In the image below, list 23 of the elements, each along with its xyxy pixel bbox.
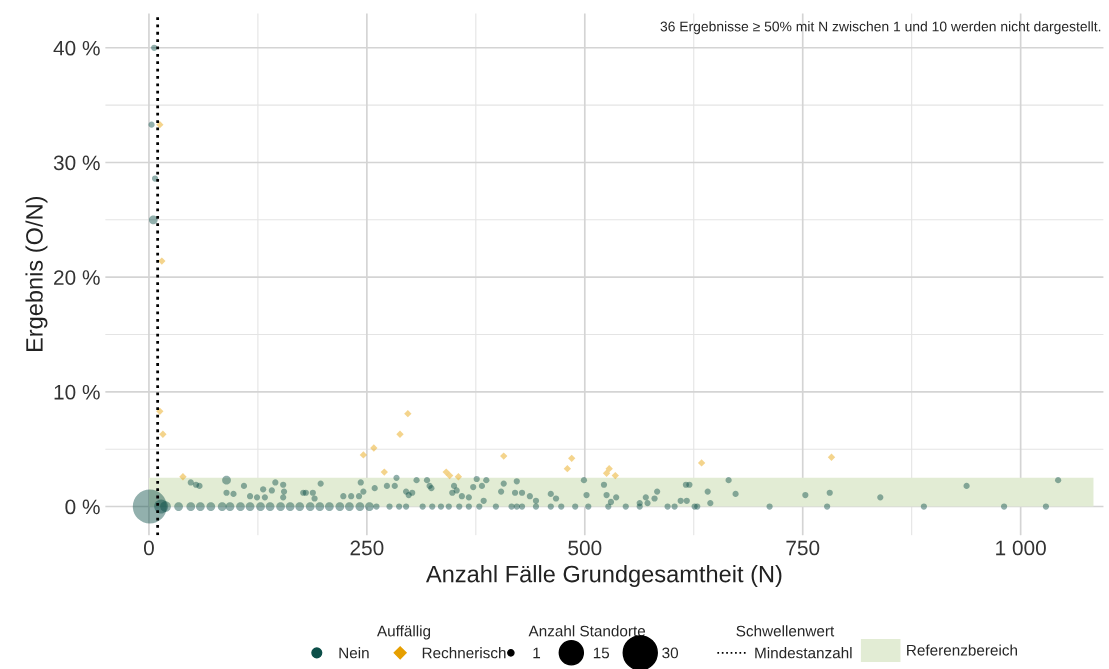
- legend-label: 1: [533, 647, 541, 659]
- text: Anzahl Standorte: [528, 625, 646, 637]
- y-tick-label: 10 %: [54, 384, 100, 400]
- text: Schwellenwert: [736, 625, 835, 637]
- legend-label: 15: [593, 647, 610, 659]
- x-axis-title: Anzahl Fälle Grundgesamtheit (N): [425, 565, 782, 588]
- legend-title: Auffällig: [376, 625, 431, 640]
- x-tick-label: 0: [143, 540, 154, 556]
- y-tick-label: 20 %: [54, 270, 100, 285]
- x-tick-label: 1 000: [996, 540, 1046, 556]
- legend-label: Rechnerisch: [422, 647, 506, 659]
- legend-label: Referenzbereich: [907, 644, 1017, 656]
- y-tick-label: 30 %: [53, 155, 100, 171]
- legend-label: Mindestanzahl: [755, 647, 852, 659]
- legend-label: 30: [662, 647, 679, 659]
- annotation: 36 Ergebnisse ≥ 50% mit N zwischen 1 und 10 werden nicht dargestellt.: [660, 21, 1101, 35]
- x-tick-label: 750: [786, 540, 820, 556]
- x-tick-label: 250: [350, 540, 384, 556]
- y-tick-label: 40 %: [53, 40, 100, 56]
- y-tick-label: 0 %: [65, 499, 100, 515]
- legend-label: Nein: [339, 647, 369, 659]
- y-axis-title: Ergebnis (O/N): [25, 197, 48, 352]
- x-tick-label: 500: [568, 540, 602, 556]
